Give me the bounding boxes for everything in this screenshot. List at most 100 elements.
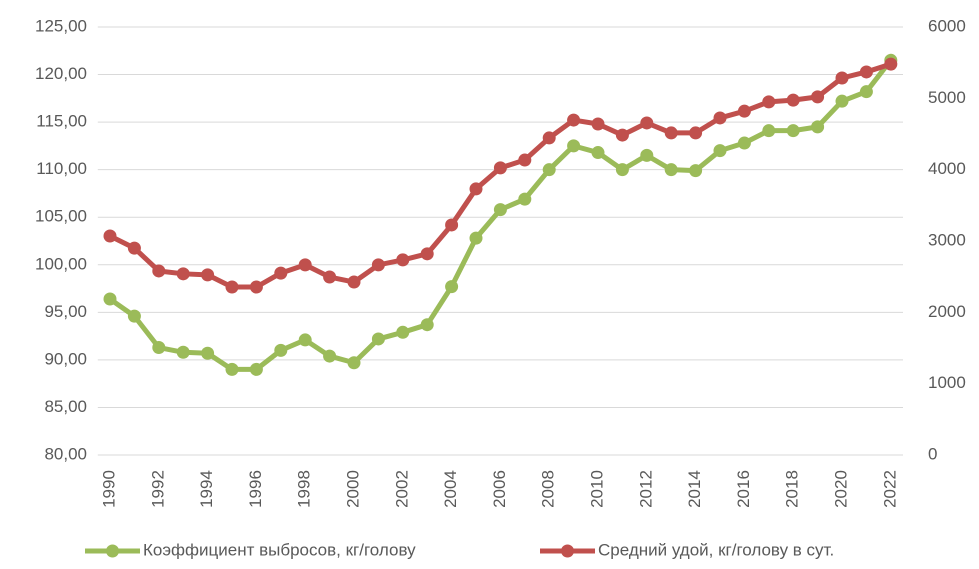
data-point bbox=[713, 144, 727, 158]
data-point bbox=[274, 266, 288, 280]
data-point bbox=[323, 349, 337, 363]
data-point bbox=[347, 356, 361, 370]
x-tick-label: 2016 bbox=[734, 470, 753, 508]
data-point bbox=[249, 280, 263, 294]
x-tick-label: 1998 bbox=[295, 470, 314, 508]
data-point bbox=[664, 163, 678, 177]
data-point bbox=[127, 241, 141, 255]
x-tick-label: 2012 bbox=[636, 470, 655, 508]
y-tick-label: 105,00 bbox=[35, 207, 87, 226]
x-tick-label: 2008 bbox=[539, 470, 558, 508]
y2-tick-label: 4000 bbox=[928, 159, 966, 178]
data-point bbox=[493, 203, 507, 217]
data-point bbox=[542, 131, 556, 145]
data-point bbox=[176, 267, 190, 281]
data-point bbox=[811, 90, 825, 104]
x-tick-label: 1996 bbox=[246, 470, 265, 508]
legend-marker bbox=[561, 544, 574, 558]
data-point bbox=[689, 164, 703, 178]
data-point bbox=[689, 126, 703, 140]
y-tick-label: 85,00 bbox=[44, 397, 87, 416]
data-point bbox=[664, 126, 678, 140]
x-tick-label: 2004 bbox=[441, 470, 460, 508]
data-point bbox=[420, 318, 434, 332]
x-tick-label: 2014 bbox=[685, 470, 704, 508]
data-point bbox=[420, 247, 434, 261]
data-point bbox=[323, 270, 337, 284]
data-point bbox=[713, 111, 727, 125]
y-tick-label: 100,00 bbox=[35, 254, 87, 273]
data-point bbox=[567, 139, 581, 153]
x-tick-label: 2010 bbox=[587, 470, 606, 508]
x-tick-label: 2020 bbox=[831, 470, 850, 508]
y2-tick-label: 3000 bbox=[928, 230, 966, 249]
data-point bbox=[127, 309, 141, 323]
y2-tick-label: 0 bbox=[928, 444, 937, 463]
y2-tick-label: 2000 bbox=[928, 302, 966, 321]
data-point bbox=[469, 182, 483, 196]
data-point bbox=[225, 280, 239, 294]
data-point bbox=[176, 345, 190, 359]
data-point bbox=[615, 163, 629, 177]
legend-label: Средний удой, кг/голову в сут. bbox=[598, 540, 834, 559]
y-tick-label: 90,00 bbox=[44, 349, 87, 368]
data-point bbox=[445, 280, 459, 294]
y2-tick-label: 6000 bbox=[928, 16, 966, 35]
x-tick-label: 2006 bbox=[490, 470, 509, 508]
data-point bbox=[249, 362, 263, 376]
x-tick-label: 2002 bbox=[392, 470, 411, 508]
data-point bbox=[737, 104, 751, 118]
y-tick-label: 120,00 bbox=[35, 64, 87, 83]
data-point bbox=[762, 124, 776, 138]
data-point bbox=[859, 85, 873, 99]
data-point bbox=[371, 258, 385, 272]
data-point bbox=[615, 128, 629, 142]
data-point bbox=[225, 362, 239, 376]
y-tick-label: 80,00 bbox=[44, 444, 87, 463]
data-point bbox=[298, 258, 312, 272]
data-point bbox=[811, 120, 825, 134]
data-point bbox=[493, 161, 507, 175]
data-point bbox=[274, 343, 288, 357]
data-point bbox=[298, 333, 312, 347]
data-point bbox=[640, 148, 654, 162]
data-point bbox=[152, 264, 166, 278]
data-point bbox=[591, 146, 605, 160]
data-point bbox=[396, 253, 410, 267]
x-tick-label: 1994 bbox=[197, 470, 216, 508]
data-point bbox=[762, 95, 776, 109]
data-point bbox=[103, 229, 117, 243]
data-point bbox=[835, 71, 849, 85]
y2-tick-label: 1000 bbox=[928, 373, 966, 392]
data-point bbox=[152, 341, 166, 355]
data-point bbox=[396, 325, 410, 339]
x-tick-label: 2018 bbox=[783, 470, 802, 508]
y-tick-label: 110,00 bbox=[36, 159, 87, 178]
data-point bbox=[201, 346, 215, 360]
data-point bbox=[542, 163, 556, 177]
data-point bbox=[591, 117, 605, 131]
x-tick-label: 1992 bbox=[148, 470, 167, 508]
y-tick-label: 95,00 bbox=[44, 302, 87, 321]
data-point bbox=[567, 113, 581, 127]
y-tick-label: 115,00 bbox=[36, 112, 87, 131]
series-line bbox=[108, 61, 892, 290]
data-point bbox=[371, 332, 385, 346]
data-point bbox=[445, 218, 459, 232]
data-point bbox=[884, 57, 898, 71]
data-point bbox=[835, 94, 849, 108]
data-point bbox=[737, 136, 751, 150]
x-tick-label: 1990 bbox=[99, 470, 118, 508]
x-tick-label: 2000 bbox=[343, 470, 362, 508]
data-point bbox=[518, 192, 532, 206]
data-point bbox=[347, 275, 361, 289]
data-point bbox=[859, 65, 873, 79]
data-point bbox=[786, 124, 800, 138]
data-point bbox=[103, 292, 117, 306]
legend-marker bbox=[106, 544, 119, 558]
x-tick-label: 2022 bbox=[880, 470, 899, 508]
y-tick-label: 125,00 bbox=[35, 16, 87, 35]
data-point bbox=[786, 93, 800, 107]
legend-label: Коэффициент выбросов, кг/голову bbox=[143, 540, 416, 559]
